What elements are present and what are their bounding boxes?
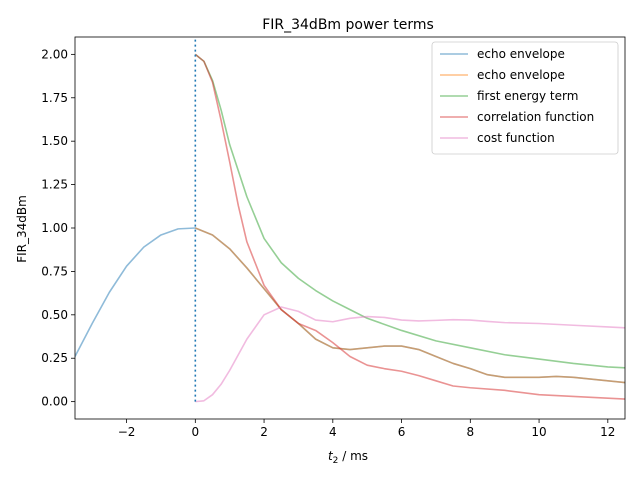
- y-axis-label: FIR_34dBm: [15, 195, 29, 263]
- y-tick-label: 2.00: [41, 47, 68, 61]
- series-line-5: [195, 306, 625, 403]
- legend-label-5: cost function: [477, 131, 555, 145]
- y-tick-label: 0.25: [41, 351, 68, 365]
- x-tick-label: −2: [118, 425, 136, 439]
- legend-label-4: correlation function: [477, 110, 594, 124]
- legend-label-2: echo envelope: [477, 68, 565, 82]
- x-tick-label: 12: [600, 425, 615, 439]
- y-tick-label: 1.75: [41, 91, 68, 105]
- x-axis-label: t2 / ms: [328, 449, 368, 466]
- legend: echo envelope echo envelope first energy t…: [431, 41, 619, 155]
- x-axis-label-unit: / ms: [338, 449, 368, 463]
- x-tick-label: 0: [191, 425, 199, 439]
- series-line-3: [194, 53, 625, 369]
- chart-title: FIR_34dBm power terms: [262, 17, 434, 33]
- axes: −2 0 2 4 6 8 10 12 0.00 0.25 0.50 0.75 1.00 1.25 1.50 1…: [41, 36, 626, 439]
- y-tick-label: 0.50: [41, 308, 68, 322]
- y-tick-label: 1.25: [41, 178, 68, 192]
- x-tick-label: 4: [329, 425, 337, 439]
- y-tick-label: 1.50: [41, 134, 68, 148]
- x-tick-label: 8: [466, 425, 474, 439]
- series-line-4: [194, 53, 625, 400]
- y-tick-label: 1.00: [41, 221, 68, 235]
- x-axis-label-main: t: [328, 449, 334, 463]
- y-tick-label: 0.00: [41, 395, 68, 409]
- x-tick-label: 6: [398, 425, 406, 439]
- legend-box: [431, 41, 619, 155]
- x-tick-label: 2: [260, 425, 268, 439]
- legend-label-3: first energy term: [477, 89, 578, 103]
- y-tick-label: 0.75: [41, 264, 68, 278]
- legend-label-1: echo envelope: [477, 47, 565, 61]
- series-line-2: [195, 227, 625, 384]
- x-axis-label-sub: 2: [333, 456, 339, 466]
- x-tick-label: 10: [531, 425, 546, 439]
- plot-area: [75, 37, 625, 403]
